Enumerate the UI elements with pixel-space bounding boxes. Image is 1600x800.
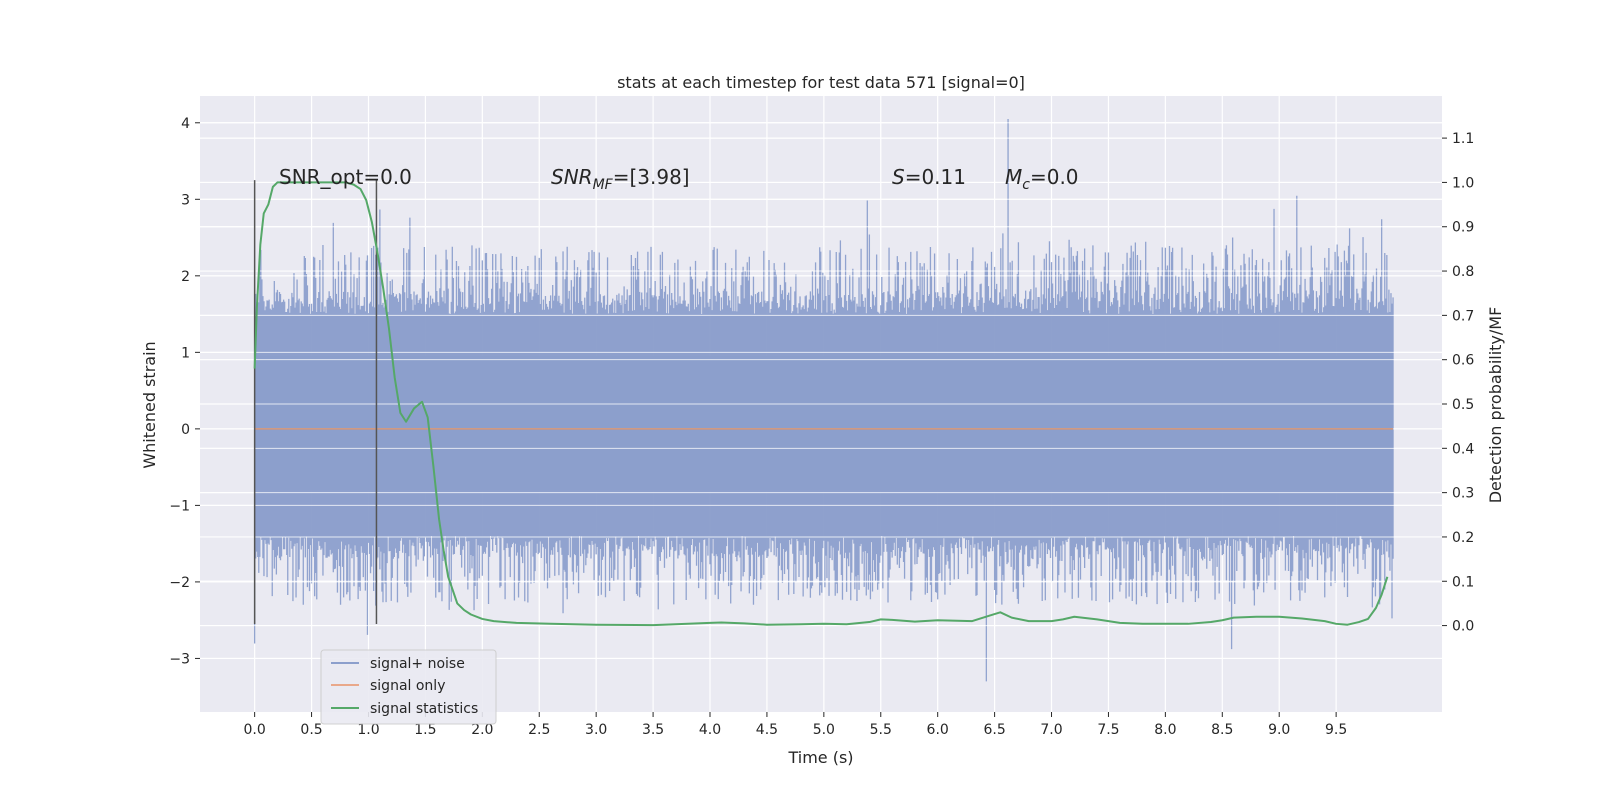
annotation-snr-opt: SNR_opt=0.0: [279, 165, 412, 189]
x-tick-label-9: 4.5: [756, 722, 778, 738]
y-right-axis-ticks: 0.0 0.1 0.2 0.3 0.4 0.5 0.6 0.7 0.8 0.9 1.0 1.1: [1442, 131, 1474, 635]
y-left-tick-label-2: −1: [169, 498, 190, 514]
x-tick-label-2: 1.0: [357, 722, 379, 738]
x-tick-label-5: 2.5: [528, 722, 550, 738]
x-tick-label-11: 5.5: [870, 722, 892, 738]
annotation-mc-value: =0.0: [1030, 165, 1079, 189]
signal-statistics-line: [253, 181, 1389, 627]
y-left-tick-label-4: 1: [181, 345, 190, 361]
y-right-tick-label-2: 0.2: [1452, 530, 1474, 546]
x-axis-ticks: 0.0 0.5 1.0 1.5 2.0 2.5 3.0 3.5 4.0 4.5 5.0 5.5 6.0 6…: [244, 712, 1347, 738]
x-tick-label-8: 4.0: [699, 722, 721, 738]
chart-title: stats at each timestep for test data 571…: [617, 73, 1025, 92]
vertical-markers: [253, 180, 378, 624]
y-right-tick-label-1: 0.1: [1452, 574, 1474, 590]
y-left-tick-label-6: 3: [181, 192, 190, 208]
y-right-tick-label-9: 0.9: [1452, 220, 1474, 236]
y-right-tick-label-11: 1.1: [1452, 131, 1474, 147]
x-tick-label-13: 6.5: [983, 722, 1005, 738]
annotation-mc-sub: c: [1022, 177, 1030, 193]
annotation-s-sym: S: [892, 165, 905, 189]
y-right-tick-label-0: 0.0: [1452, 619, 1474, 635]
x-tick-label-18: 9.0: [1268, 722, 1290, 738]
series-signal-statistics: [253, 181, 1389, 627]
x-tick-label-19: 9.5: [1325, 722, 1347, 738]
x-axis-label: Time (s): [787, 748, 853, 767]
x-tick-label-16: 8.0: [1154, 722, 1176, 738]
y-left-tick-label-7: 4: [181, 116, 190, 132]
y-right-axis-label: Detection probability/MF: [1486, 307, 1505, 504]
annotation-snr-mf-sub: MF: [593, 177, 614, 193]
x-tick-label-0: 0.0: [244, 722, 266, 738]
y-right-tick-label-10: 1.0: [1452, 175, 1474, 191]
x-tick-label-6: 3.0: [585, 722, 607, 738]
y-right-tick-label-4: 0.4: [1452, 441, 1474, 457]
annotation-mc: Mc=0.0: [1005, 165, 1079, 193]
annotation-mc-sym: M: [1005, 165, 1022, 189]
x-tick-label-10: 5.0: [813, 722, 835, 738]
legend-box: [320, 649, 497, 725]
x-tick-label-17: 8.5: [1211, 722, 1233, 738]
x-tick-label-14: 7.0: [1040, 722, 1062, 738]
legend: signal+ noise signal only signal statist…: [320, 649, 497, 725]
series-signal-noise: [200, 118, 1442, 682]
annotation-s-value: =0.11: [905, 165, 966, 189]
legend-label-signal-noise: signal+ noise: [370, 656, 465, 672]
y-right-tick-label-6: 0.6: [1452, 353, 1474, 369]
x-tick-label-4: 2.0: [471, 722, 493, 738]
y-left-axis-label: Whitened strain: [140, 341, 159, 468]
y-left-tick-label-5: 2: [181, 269, 190, 285]
y-left-tick-label-3: 0: [181, 422, 190, 438]
legend-label-signal-only: signal only: [370, 678, 445, 694]
annotation-snr-mf-base: SNR: [551, 165, 593, 189]
y-left-tick-label-0: −3: [169, 651, 190, 667]
x-tick-label-15: 7.5: [1097, 722, 1119, 738]
legend-label-signal-statistics: signal statistics: [370, 701, 478, 717]
x-tick-label-12: 6.0: [927, 722, 949, 738]
y-right-tick-label-8: 0.8: [1452, 264, 1474, 280]
y-right-tick-label-5: 0.5: [1452, 397, 1474, 413]
y-left-axis-ticks: −3 −2 −1 0 1 2 3 4: [169, 116, 200, 667]
noise-dense-band: [254, 356, 1394, 491]
annotation-snr-mf-value: =[3.98]: [613, 165, 690, 189]
x-tick-label-7: 3.5: [642, 722, 664, 738]
x-tick-label-3: 1.5: [414, 722, 436, 738]
y-left-tick-label-1: −2: [169, 575, 190, 591]
x-tick-label-1: 0.5: [300, 722, 322, 738]
y-right-tick-label-7: 0.7: [1452, 308, 1474, 324]
annotation-snr-mf: SNRMF=[3.98]: [551, 165, 690, 193]
y-right-tick-label-3: 0.3: [1452, 486, 1474, 502]
annotation-s: S=0.11: [892, 165, 966, 189]
